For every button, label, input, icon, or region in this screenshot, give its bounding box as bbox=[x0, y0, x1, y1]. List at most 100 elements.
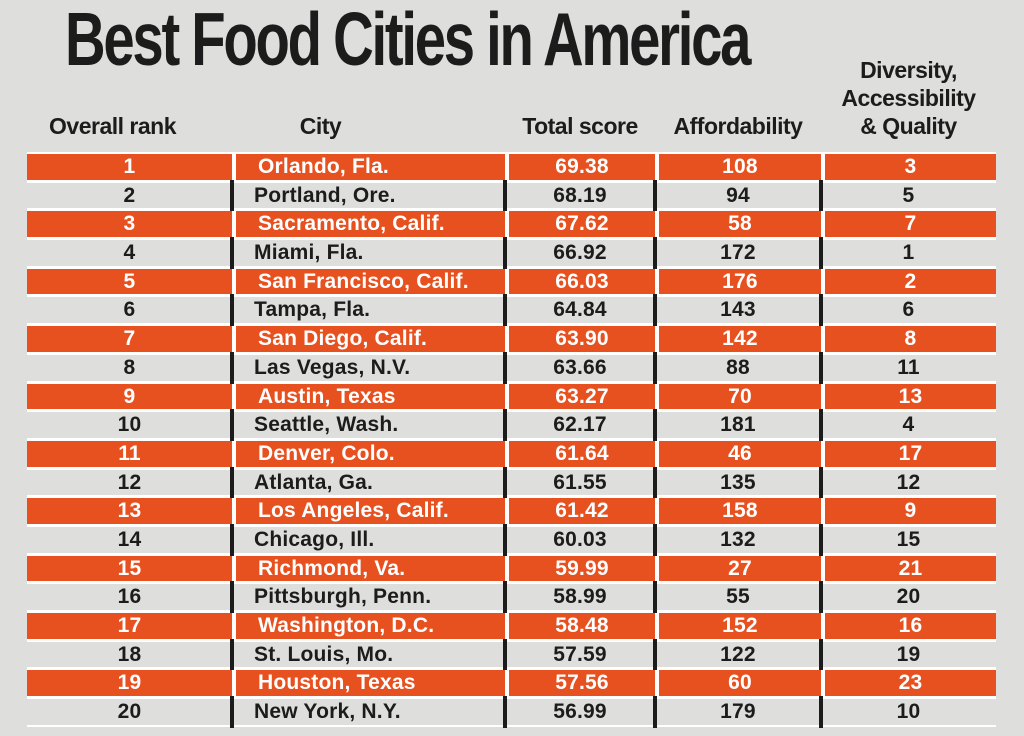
affordability-cell: 122 bbox=[653, 638, 821, 671]
daq-cell: 13 bbox=[821, 383, 996, 410]
total-score-cell: 63.27 bbox=[505, 383, 655, 410]
table-row: 20 New York, N.Y. 56.99 179 10 bbox=[27, 696, 996, 728]
table-row: 17 Washington, D.C. 58.48 152 16 bbox=[27, 613, 996, 639]
rank-cell: 3 bbox=[27, 211, 232, 238]
affordability-cell: 142 bbox=[655, 326, 821, 352]
table-row: 1 Orlando, Fla. 69.38 108 3 bbox=[27, 154, 996, 180]
total-score-cell: 60.03 bbox=[503, 523, 655, 556]
total-score-cell: 61.42 bbox=[505, 498, 655, 524]
daq-cell: 12 bbox=[819, 466, 996, 498]
table-row: 4 Miami, Fla. 66.92 172 1 bbox=[27, 237, 996, 269]
total-score-cell: 56.99 bbox=[503, 696, 655, 728]
column-header-total-score: Total score bbox=[522, 113, 638, 139]
city-cell: Portland, Ore. bbox=[230, 179, 505, 212]
rank-cell: 15 bbox=[27, 555, 232, 582]
city-cell: Tampa, Fla. bbox=[230, 294, 505, 326]
rankings-table: 1 Orlando, Fla. 69.38 108 3 2 Portland, Ore. 68… bbox=[27, 152, 996, 728]
affordability-cell: 158 bbox=[655, 498, 821, 524]
city-cell: Seattle, Wash. bbox=[230, 409, 505, 441]
daq-cell: 17 bbox=[821, 440, 996, 467]
city-cell: Austin, Texas bbox=[232, 383, 505, 410]
table-row: 15 Richmond, Va. 59.99 27 21 bbox=[27, 555, 996, 582]
affordability-cell: 88 bbox=[653, 351, 821, 384]
daq-cell: 2 bbox=[821, 268, 996, 295]
city-cell: Atlanta, Ga. bbox=[230, 466, 505, 498]
rank-cell: 19 bbox=[27, 670, 232, 697]
column-header-diversity-accessibility-quality: Diversity, Accessibility & Quality bbox=[821, 56, 996, 140]
rank-cell: 5 bbox=[27, 268, 232, 295]
affordability-cell: 60 bbox=[655, 670, 821, 697]
daq-cell: 11 bbox=[819, 351, 996, 384]
total-score-cell: 64.84 bbox=[503, 294, 655, 326]
affordability-cell: 55 bbox=[653, 581, 821, 613]
affordability-cell: 135 bbox=[653, 466, 821, 498]
column-header-affordability: Affordability bbox=[673, 113, 803, 139]
affordability-cell: 58 bbox=[655, 211, 821, 238]
city-cell: Orlando, Fla. bbox=[232, 154, 505, 180]
affordability-cell: 132 bbox=[653, 523, 821, 556]
city-cell: Las Vegas, N.V. bbox=[230, 351, 505, 384]
city-cell: New York, N.Y. bbox=[230, 696, 505, 728]
daq-cell: 9 bbox=[821, 498, 996, 524]
daq-cell: 16 bbox=[821, 613, 996, 639]
rank-cell: 8 bbox=[27, 354, 232, 381]
daq-cell: 23 bbox=[821, 670, 996, 697]
table-row: 5 San Francisco, Calif. 66.03 176 2 bbox=[27, 268, 996, 295]
daq-cell: 8 bbox=[821, 326, 996, 352]
daq-cell: 21 bbox=[821, 555, 996, 582]
affordability-cell: 152 bbox=[655, 613, 821, 639]
total-score-cell: 66.03 bbox=[505, 268, 655, 295]
rank-cell: 17 bbox=[27, 613, 232, 639]
daq-cell: 4 bbox=[819, 409, 996, 441]
daq-cell: 6 bbox=[819, 294, 996, 326]
table-row: 13 Los Angeles, Calif. 61.42 158 9 bbox=[27, 498, 996, 524]
affordability-cell: 70 bbox=[655, 383, 821, 410]
column-header-overall-rank: Overall rank bbox=[49, 113, 176, 139]
table-row: 18 St. Louis, Mo. 57.59 122 19 bbox=[27, 638, 996, 671]
affordability-cell: 179 bbox=[653, 696, 821, 728]
table-row: 12 Atlanta, Ga. 61.55 135 12 bbox=[27, 466, 996, 498]
city-cell: Chicago, Ill. bbox=[230, 523, 505, 556]
table-row: 6 Tampa, Fla. 64.84 143 6 bbox=[27, 294, 996, 326]
rank-cell: 18 bbox=[27, 641, 232, 668]
rank-cell: 7 bbox=[27, 326, 232, 352]
city-cell: Richmond, Va. bbox=[232, 555, 505, 582]
total-score-cell: 63.66 bbox=[503, 351, 655, 384]
table-row: 16 Pittsburgh, Penn. 58.99 55 20 bbox=[27, 581, 996, 613]
rank-cell: 1 bbox=[27, 154, 232, 180]
affordability-cell: 172 bbox=[653, 237, 821, 269]
total-score-cell: 66.92 bbox=[503, 237, 655, 269]
daq-cell: 1 bbox=[819, 237, 996, 269]
table-row: 7 San Diego, Calif. 63.90 142 8 bbox=[27, 326, 996, 352]
rank-cell: 12 bbox=[27, 469, 232, 496]
daq-cell: 15 bbox=[819, 523, 996, 556]
daq-cell: 3 bbox=[821, 154, 996, 180]
table-row: 9 Austin, Texas 63.27 70 13 bbox=[27, 383, 996, 410]
total-score-cell: 57.59 bbox=[503, 638, 655, 671]
city-cell: Washington, D.C. bbox=[232, 613, 505, 639]
affordability-cell: 108 bbox=[655, 154, 821, 180]
daq-cell: 7 bbox=[821, 211, 996, 238]
total-score-cell: 58.48 bbox=[505, 613, 655, 639]
rank-cell: 20 bbox=[27, 699, 232, 725]
total-score-cell: 58.99 bbox=[503, 581, 655, 613]
rank-cell: 13 bbox=[27, 498, 232, 524]
table-row: 3 Sacramento, Calif. 67.62 58 7 bbox=[27, 211, 996, 238]
rank-cell: 16 bbox=[27, 584, 232, 611]
table-row: 11 Denver, Colo. 61.64 46 17 bbox=[27, 440, 996, 467]
table-row: 14 Chicago, Ill. 60.03 132 15 bbox=[27, 523, 996, 556]
rank-cell: 14 bbox=[27, 526, 232, 553]
city-cell: San Francisco, Calif. bbox=[232, 268, 505, 295]
rank-cell: 4 bbox=[27, 240, 232, 266]
table-row: 10 Seattle, Wash. 62.17 181 4 bbox=[27, 409, 996, 441]
column-header-city: City bbox=[299, 113, 342, 139]
rank-cell: 10 bbox=[27, 412, 232, 438]
total-score-cell: 62.17 bbox=[503, 409, 655, 441]
city-cell: St. Louis, Mo. bbox=[230, 638, 505, 671]
city-cell: San Diego, Calif. bbox=[232, 326, 505, 352]
city-cell: Miami, Fla. bbox=[230, 237, 505, 269]
city-cell: Sacramento, Calif. bbox=[232, 211, 505, 238]
city-cell: Denver, Colo. bbox=[232, 440, 505, 467]
total-score-cell: 63.90 bbox=[505, 326, 655, 352]
rank-cell: 9 bbox=[27, 383, 232, 410]
